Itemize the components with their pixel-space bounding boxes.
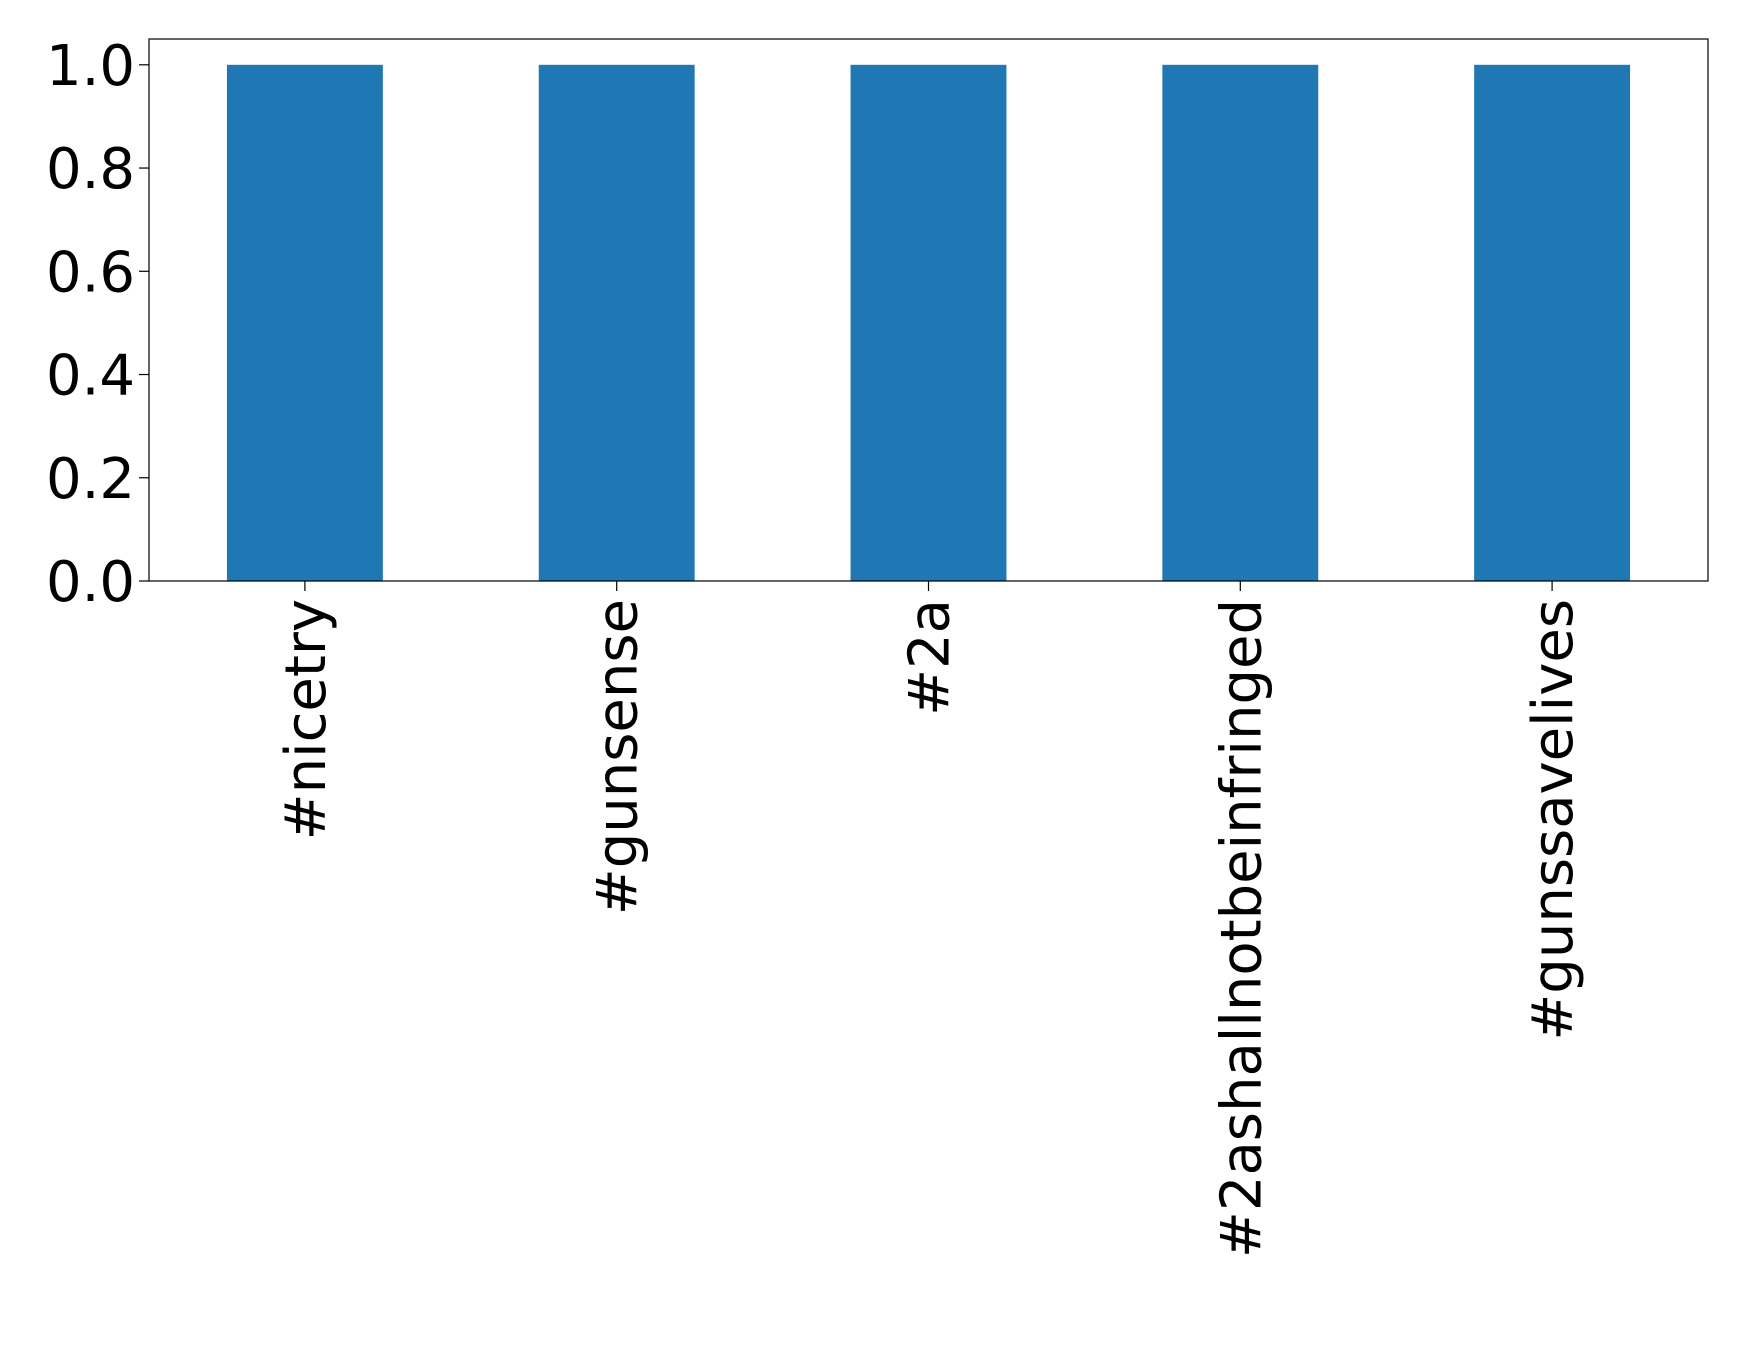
y-tick-label: 0.2: [46, 447, 135, 512]
bar: [1162, 64, 1319, 582]
x-tick-label: #gunsense: [586, 599, 651, 915]
x-tick-label: #nicetry: [274, 599, 339, 840]
x-tick-label: #gunssavelives: [1521, 599, 1586, 1041]
x-tick-label: #2ashallnotbeinfringed: [1209, 599, 1274, 1258]
bar: [1474, 64, 1631, 582]
y-tick-label: 1.0: [46, 34, 135, 99]
y-tick-label: 0.8: [46, 137, 135, 202]
bar: [850, 64, 1007, 582]
y-tick-label: 0.6: [46, 240, 135, 305]
y-tick-label: 0.0: [46, 550, 135, 615]
x-tick-label: #2a: [898, 599, 963, 716]
y-tick-label: 0.4: [46, 344, 135, 409]
bar: [538, 64, 695, 582]
axes-frame: [148, 38, 1709, 582]
bar: [226, 64, 383, 582]
